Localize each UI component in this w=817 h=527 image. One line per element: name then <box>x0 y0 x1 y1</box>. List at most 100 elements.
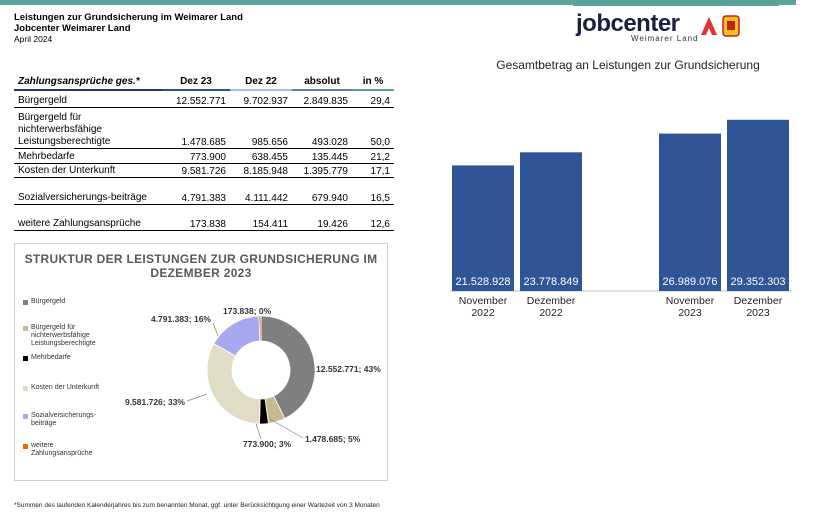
cell-absolut: 493.028 <box>292 107 352 149</box>
table-row: Mehrbedarfe 773.900 638.455 135.445 21,2 <box>14 148 394 164</box>
report-org: Jobcenter Weimarer Land <box>14 23 131 34</box>
row-label: Sozialversicherungs-beiträge <box>14 177 162 205</box>
top-accent-bar-right <box>573 0 779 6</box>
cell-dez23: 12.552.771 <box>162 90 230 108</box>
bar-chart-title: Gesamtbetrag an Leistungen zur Grundsich… <box>496 58 760 72</box>
bar-category-label: 2022 <box>539 307 563 319</box>
donut-data-label: 9.581.726; 33% <box>125 397 185 407</box>
donut-chart-plot: 12.552.771; 43% 1.478.685; 5% 773.900; 3% 9… <box>125 306 381 449</box>
bar-chart-plot: 21.528.928November202223.778.849Dezember… <box>450 119 792 319</box>
legend-label: Kosten der Unterkunft <box>31 384 100 391</box>
legend-swatch <box>23 356 28 361</box>
jobcenter-logo: jobcenter Weimarer Land <box>576 10 746 43</box>
cell-absolut: 19.426 <box>292 204 352 231</box>
donut-leader-line <box>212 322 219 337</box>
cell-dez23: 773.900 <box>162 148 230 164</box>
row-label: Kosten der Unterkunft <box>14 163 162 178</box>
table-row: Bürgergeld für nichterwerbsfähige Leistu… <box>14 107 394 149</box>
cell-absolut: 135.445 <box>292 148 352 164</box>
legend-item: Kosten der Unterkunft <box>23 384 115 392</box>
report-header: Leistungen zur Grundsicherung im Weimare… <box>14 12 243 45</box>
legend-swatch <box>23 386 28 391</box>
donut-data-label: 773.900; 3% <box>243 439 292 449</box>
row-label: Bürgergeld für nichterwerbsfähige Leistu… <box>14 107 162 149</box>
cell-dez22: 4.111.442 <box>230 177 292 205</box>
table-row: weitere Zahlungsansprüche 173.838 154.41… <box>14 204 394 231</box>
donut-data-label: 1.478.685; 5% <box>305 434 361 444</box>
cell-dez23: 1.478.685 <box>162 107 230 149</box>
legend-label: Bürgergeld für nichterwerbsfähige Leistu… <box>31 324 96 347</box>
report-title: Leistungen zur Grundsicherung im Weimare… <box>14 12 243 23</box>
donut-slice-5 <box>258 315 262 342</box>
legend-label: weitere Zahlungsansprüche <box>31 442 93 457</box>
col-header-category: Zahlungsansprüche ges.* <box>14 73 162 91</box>
cell-pct: 16,5 <box>352 177 394 205</box>
bar-category-label: 2022 <box>471 307 495 319</box>
cell-pct: 17,1 <box>352 163 394 178</box>
legend-label: Bürgergeld <box>31 298 66 305</box>
legend-swatch <box>23 326 28 331</box>
bar-1 <box>520 152 582 291</box>
cell-pct: 12,6 <box>352 204 394 231</box>
cell-dez22: 638.455 <box>230 148 292 164</box>
donut-leader-line <box>269 418 304 439</box>
donut-data-label: 12.552.771; 43% <box>316 364 381 374</box>
report-date: April 2024 <box>14 34 53 44</box>
donut-slice-3 <box>206 343 261 425</box>
col-header-pct: in % <box>352 73 394 91</box>
bar-category-label: November <box>459 295 508 307</box>
col-header-dez22: Dez 22 <box>230 73 292 91</box>
bar-category-label: 2023 <box>678 307 702 319</box>
legend-swatch <box>23 300 28 305</box>
cell-absolut: 2.849.835 <box>292 90 352 108</box>
bar-category-label: Dezember <box>734 295 783 307</box>
cell-pct: 50,0 <box>352 107 394 149</box>
cell-dez22: 154.411 <box>230 204 292 231</box>
col-header-absolut: absolut <box>292 73 352 91</box>
logo-emblem-icon <box>701 15 740 37</box>
bar-category-label: November <box>666 295 715 307</box>
cell-dez22: 985.656 <box>230 107 292 149</box>
col-header-dez23: Dez 23 <box>162 73 230 91</box>
legend-item: Bürgergeld <box>23 298 115 306</box>
table-header-row: Zahlungsansprüche ges.* Dez 23 Dez 22 ab… <box>14 73 394 91</box>
bar-3 <box>727 119 789 291</box>
cell-absolut: 1.395.779 <box>292 163 352 178</box>
top-accent-bar <box>0 0 796 5</box>
logo-subtitle: Weimarer Land <box>631 34 699 43</box>
row-label: weitere Zahlungsansprüche <box>14 204 162 231</box>
donut-leader-line <box>255 423 262 440</box>
donut-leader-line <box>186 393 208 402</box>
bar-2 <box>659 133 721 291</box>
logo-wordmark: jobcenter <box>576 10 680 37</box>
bar-category-label: Dezember <box>527 295 576 307</box>
bar-value-label: 21.528.928 <box>455 276 510 288</box>
cell-pct: 29,4 <box>352 90 394 108</box>
cell-pct: 21,2 <box>352 148 394 164</box>
donut-chart-card: STRUKTUR DER LEISTUNGEN ZUR GRUNDSICHERU… <box>14 243 388 481</box>
legend-swatch <box>23 444 28 449</box>
cell-dez23: 173.838 <box>162 204 230 231</box>
bar-0 <box>452 165 514 291</box>
cell-dez23: 4.791.383 <box>162 177 230 205</box>
legend-swatch <box>23 414 28 419</box>
legend-item: weitere Zahlungsansprüche <box>23 442 115 458</box>
cell-dez22: 9.702.937 <box>230 90 292 108</box>
legend-item: Sozialversicherungs-beiträge <box>23 412 115 428</box>
donut-chart-title: STRUKTUR DER LEISTUNGEN ZUR GRUNDSICHERU… <box>24 252 378 280</box>
cell-dez22: 8.185.948 <box>230 163 292 178</box>
legend-label: Sozialversicherungs-beiträge <box>31 412 96 427</box>
cell-dez23: 9.581.726 <box>162 163 230 178</box>
table-row: Kosten der Unterkunft 9.581.726 8.185.94… <box>14 163 394 178</box>
bar-category-label: 2023 <box>746 307 770 319</box>
bar-value-label: 26.989.076 <box>662 276 717 288</box>
legend-label: Mehrbedarfe <box>31 354 71 361</box>
donut-slice-0 <box>260 315 316 420</box>
row-label: Mehrbedarfe <box>14 148 162 164</box>
cell-absolut: 679.940 <box>292 177 352 205</box>
row-label: Bürgergeld <box>14 90 162 108</box>
payments-table: Zahlungsansprüche ges.* Dez 23 Dez 22 ab… <box>14 73 394 231</box>
footnote: *Summen des laufenden Kalenderjahres bis… <box>14 502 380 509</box>
legend-item: Bürgergeld für nichterwerbsfähige Leistu… <box>23 324 115 348</box>
bar-value-label: 29.352.303 <box>730 276 785 288</box>
